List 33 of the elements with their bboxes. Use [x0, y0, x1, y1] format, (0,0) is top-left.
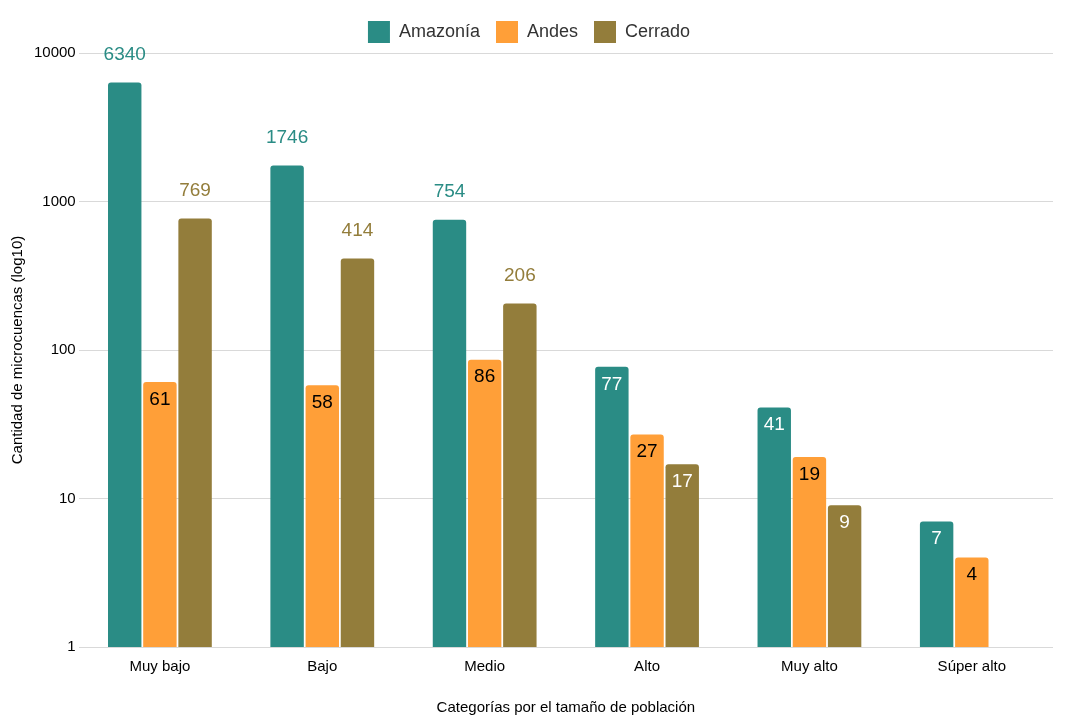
data-label: 769	[179, 179, 211, 201]
data-label: 58	[311, 390, 333, 412]
data-label: 9	[839, 511, 850, 533]
data-label: 206	[504, 264, 536, 286]
data-label: 7	[931, 527, 942, 549]
y-tick-label: 10	[59, 488, 76, 506]
data-label: 6340	[103, 43, 146, 65]
data-label: 1746	[265, 126, 309, 148]
y-tick-label: 1000	[42, 191, 76, 209]
data-label: 86	[474, 365, 496, 387]
data-label: 61	[149, 387, 171, 409]
data-label: 414	[341, 219, 374, 241]
data-label: 77	[601, 372, 623, 394]
y-tick-label: 1	[67, 637, 76, 655]
y-tick-label: 100	[50, 340, 76, 358]
data-label: 27	[636, 440, 658, 462]
x-axis-title: Categorías por el tamaño de población	[436, 698, 696, 716]
data-label: 19	[798, 462, 820, 484]
x-tick-label: Súper alto	[937, 657, 1006, 675]
y-axis-title: Cantidad de microcuencas (log10)	[8, 235, 26, 465]
data-label: 754	[433, 180, 466, 202]
x-tick-label: Medio	[464, 657, 506, 675]
legend-label: Andes	[526, 20, 579, 41]
data-label: 4	[966, 563, 978, 585]
data-label: 41	[763, 413, 785, 435]
y-tick-label: 10000	[33, 43, 76, 61]
x-tick-label: Bajo	[307, 657, 338, 675]
legend-label: Cerrado	[625, 20, 691, 41]
x-tick-label: Alto	[634, 657, 660, 675]
data-label: 17	[671, 470, 693, 492]
legend-label: Amazonía	[398, 20, 481, 41]
x-tick-label: Muy alto	[781, 657, 838, 675]
x-tick-label: Muy bajo	[129, 657, 191, 675]
